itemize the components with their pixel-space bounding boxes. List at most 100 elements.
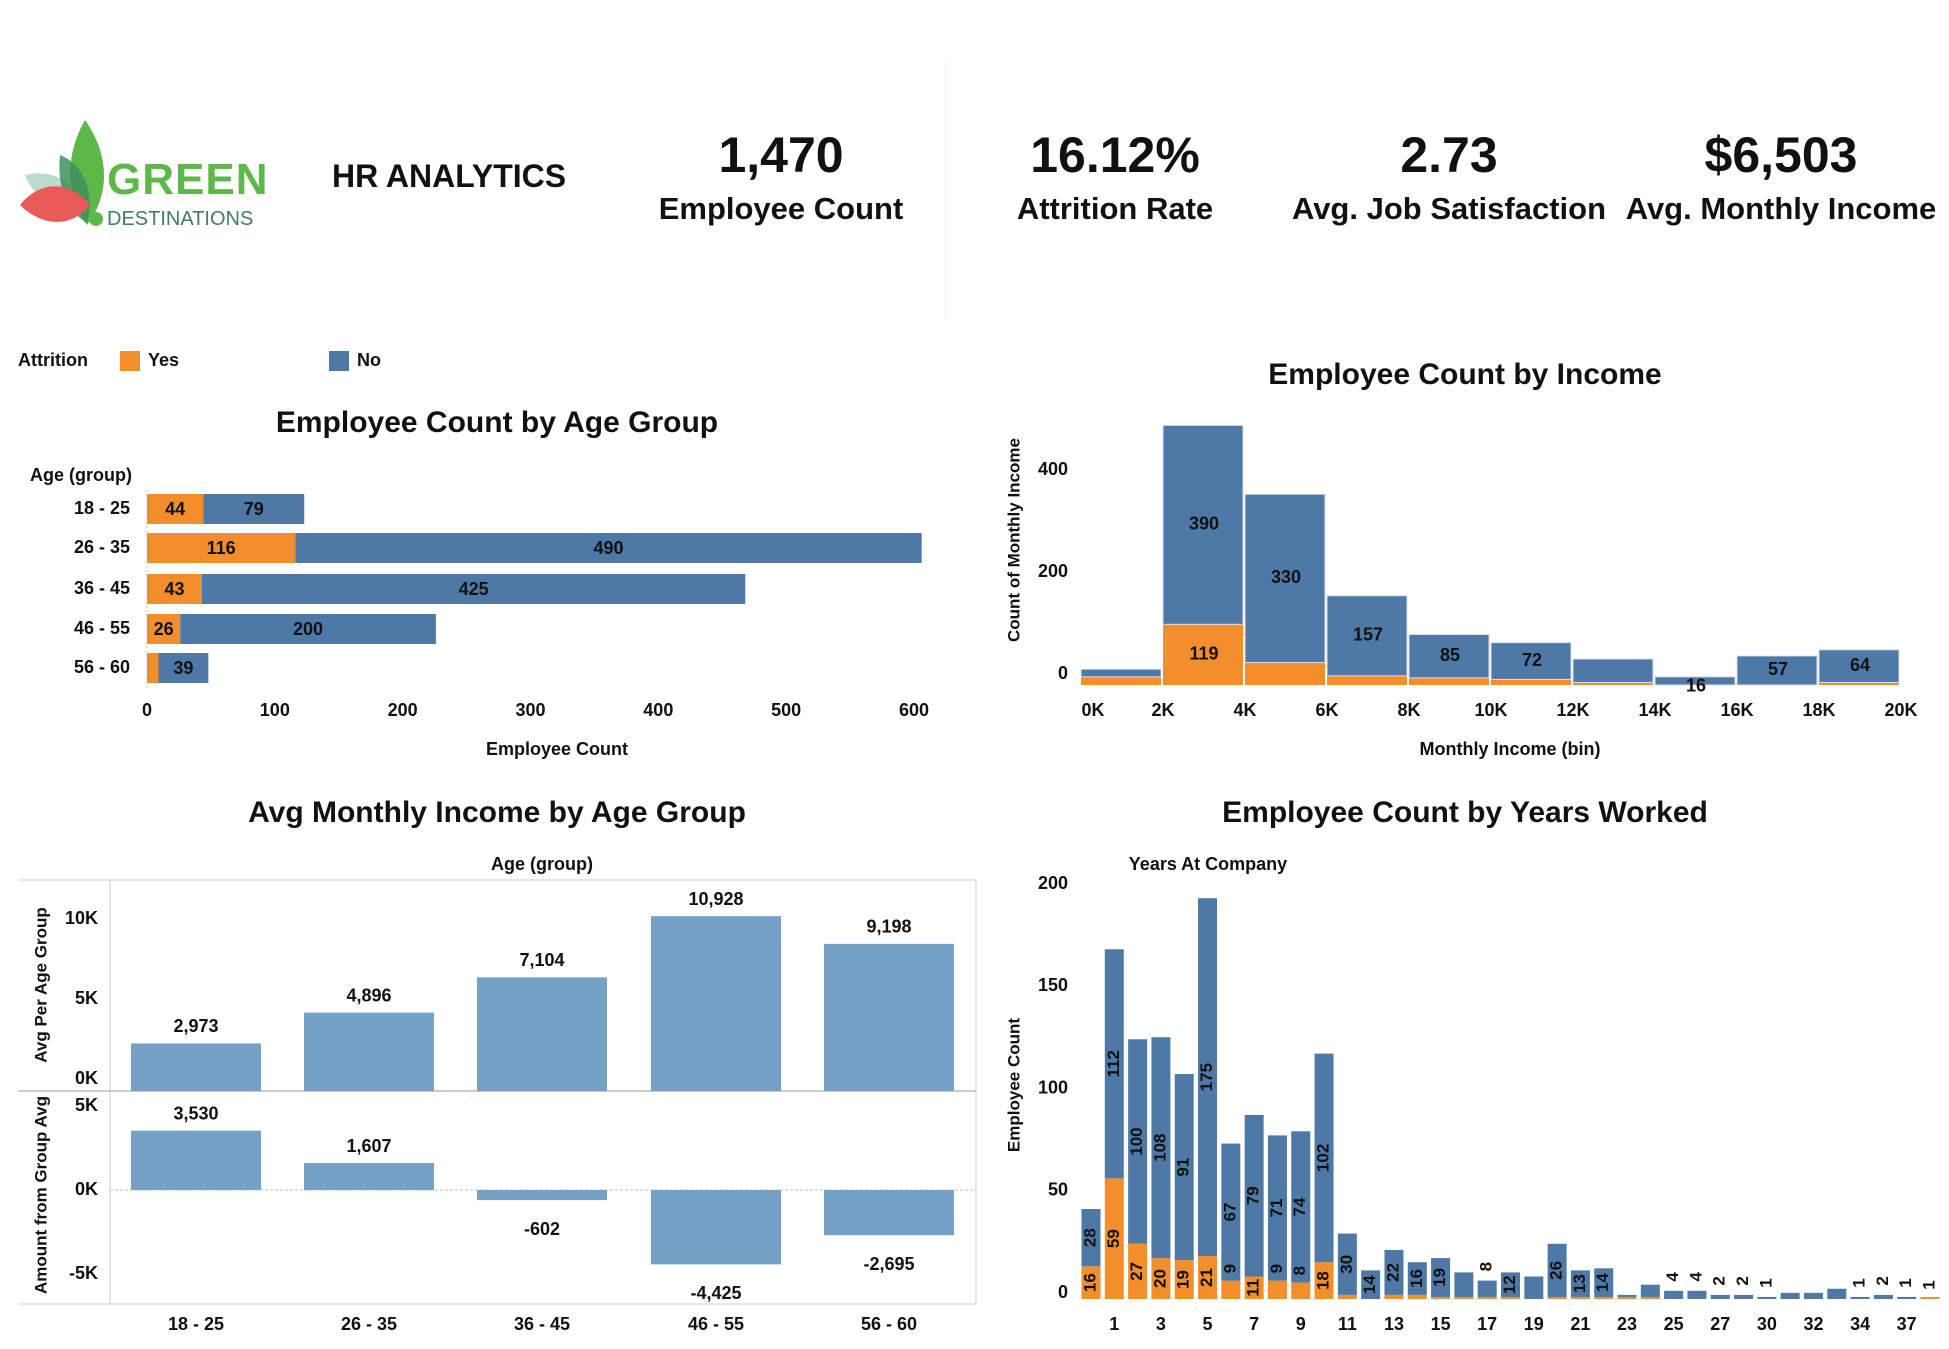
bar-label-no: 2 — [1710, 1276, 1729, 1285]
x-tick-label: 5 — [1203, 1314, 1213, 1334]
x-tick-label: 20K — [1884, 700, 1917, 720]
bar-label-no: 64 — [1850, 655, 1870, 675]
bar-no — [1640, 1284, 1660, 1297]
y-tick-label: 5K — [75, 1095, 98, 1115]
bar-label-yes: 116 — [207, 538, 236, 558]
bar-label-yes: 1 — [1919, 1280, 1938, 1289]
bar-label-no: 102 — [1314, 1144, 1333, 1172]
bar-label-no: 1 — [1850, 1278, 1869, 1287]
x-tick-label: 32 — [1803, 1314, 1823, 1334]
bar-no — [1547, 1243, 1567, 1297]
y-tick-label: 150 — [1038, 975, 1068, 995]
y-tick-label: 200 — [1038, 561, 1068, 581]
category-label: 26 - 35 — [341, 1314, 397, 1334]
bar-no — [1384, 1249, 1404, 1295]
y-tick-label: 100 — [1038, 1077, 1068, 1097]
x-tick-label: 30 — [1757, 1314, 1777, 1334]
bar-value-label: 1,607 — [346, 1136, 391, 1156]
legend-swatch-no[interactable] — [329, 350, 350, 371]
bar-yes — [1081, 676, 1161, 685]
bar-label-no: 28 — [1080, 1228, 1099, 1247]
category-label: 56 - 60 — [861, 1314, 917, 1334]
bar-no — [1827, 1288, 1847, 1299]
x-tick-label: 15 — [1431, 1314, 1451, 1334]
bar-no — [1736, 655, 1818, 686]
bar-yes — [1081, 1266, 1101, 1299]
y-tick-label: 0K — [75, 1179, 98, 1199]
diff-bar — [131, 1130, 261, 1190]
logo-text-green: GREEN — [107, 155, 269, 204]
y-axis-label: Count of Monthly Income — [1004, 438, 1023, 642]
bar-label-yes: 44 — [165, 499, 185, 519]
bar-label-yes: 27 — [1127, 1262, 1146, 1281]
bar-label-no: 425 — [459, 579, 489, 599]
bar-no — [1654, 676, 1736, 686]
bar-value-label: -602 — [524, 1219, 560, 1239]
x-tick-label: 34 — [1850, 1314, 1870, 1334]
kpi-attrition-rate: 16.12% Attrition Rate — [950, 125, 1280, 229]
bar-label-no: 13 — [1570, 1274, 1589, 1293]
category-label: 46 - 55 — [688, 1314, 744, 1334]
y-tick-label: -5K — [69, 1263, 98, 1283]
x-tick-label: 4K — [1233, 700, 1256, 720]
bar-no — [1326, 595, 1408, 677]
x-tick-label: 3 — [1156, 1314, 1166, 1334]
bar-label-yes: 20 — [1150, 1269, 1169, 1288]
bar-no — [1361, 1270, 1381, 1299]
bar-yes — [1819, 682, 1899, 685]
bar-label-no: 16 — [1686, 676, 1706, 696]
bar-yes — [1920, 1296, 1940, 1299]
x-tick-label: 25 — [1664, 1314, 1684, 1334]
category-label: 18 - 25 — [168, 1314, 224, 1334]
y-axis-label: Age (group) — [30, 465, 132, 485]
bar-yes — [1221, 1280, 1241, 1299]
bar-label-no: 390 — [1189, 514, 1219, 534]
bar-no — [1314, 1053, 1334, 1263]
legend-label-no[interactable]: No — [357, 350, 382, 370]
x-tick-label: 11 — [1338, 1314, 1357, 1334]
chart-title-avg-income: Avg Monthly Income by Age Group — [248, 796, 746, 829]
bar-yes — [1454, 1296, 1474, 1299]
diff-bar — [304, 1163, 434, 1190]
x-tick-label: 23 — [1617, 1314, 1637, 1334]
bar-yes — [1573, 682, 1653, 685]
bar-value-label: 10,928 — [688, 889, 743, 909]
bar-no — [1337, 1233, 1357, 1295]
x-tick-label: 500 — [771, 700, 801, 720]
category-label: 26 - 35 — [74, 537, 130, 557]
y-axis-label: Amount from Group Avg — [31, 1096, 50, 1294]
x-tick-label: 17 — [1477, 1314, 1497, 1334]
bar-no — [1572, 658, 1654, 683]
bar-no — [158, 653, 209, 683]
bar-label-yes: 11 — [1244, 1279, 1263, 1297]
x-tick-label: 37 — [1897, 1314, 1917, 1334]
bar-no — [1803, 1292, 1823, 1299]
bar-yes — [1491, 679, 1571, 685]
kpi-label: Avg. Monthly Income — [1625, 191, 1937, 226]
bar-yes — [1337, 1294, 1357, 1299]
y-tick-label: 0 — [1058, 663, 1068, 683]
bar-label-yes: 19 — [1174, 1270, 1193, 1289]
kpi-value: 1,470 — [718, 127, 844, 183]
bar-label-yes: 9 — [1220, 1264, 1239, 1273]
x-tick-label: 14K — [1638, 700, 1671, 720]
legend-label-yes[interactable]: Yes — [147, 350, 180, 370]
bar-no — [1570, 1270, 1590, 1297]
bar-value-label: -2,695 — [863, 1254, 914, 1274]
bar-label-yes: 119 — [1189, 643, 1218, 663]
bar-no — [1244, 1114, 1264, 1277]
bar-no — [1104, 949, 1124, 1179]
bar-yes — [1244, 1276, 1264, 1299]
bar-label-no: 2 — [1733, 1276, 1752, 1285]
bar-yes — [1151, 1258, 1171, 1299]
bar-label-yes: 21 — [1197, 1268, 1216, 1287]
legend-swatch-yes[interactable] — [119, 350, 140, 371]
kpi-value: 2.73 — [1400, 127, 1498, 183]
bar-no — [295, 533, 922, 563]
bar-no — [1291, 1131, 1311, 1283]
bar-yes — [1501, 1296, 1520, 1299]
bar-yes — [147, 533, 296, 563]
kpi-monthly-income: $6,503 Avg. Monthly Income — [1616, 125, 1946, 229]
bar-no — [1850, 1296, 1870, 1299]
